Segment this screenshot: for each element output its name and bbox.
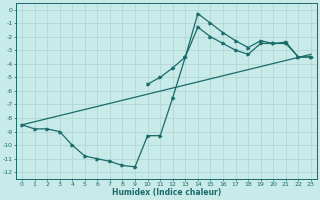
X-axis label: Humidex (Indice chaleur): Humidex (Indice chaleur) bbox=[112, 188, 221, 197]
